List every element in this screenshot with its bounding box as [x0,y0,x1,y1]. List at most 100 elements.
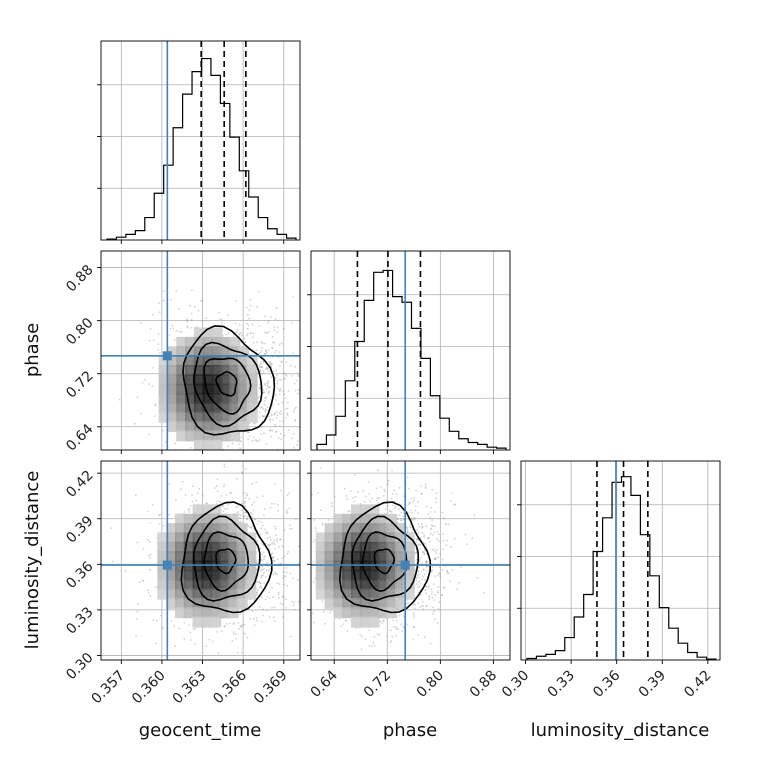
sample-point [232,623,235,625]
sample-point [279,388,282,390]
sample-point [295,406,297,409]
sample-point [168,334,171,336]
sample-point [163,290,166,293]
sample-point [418,544,420,547]
sample-point [175,498,177,501]
sample-point [255,481,258,483]
sample-point [284,503,286,505]
sample-point [427,566,429,568]
sample-point [110,527,113,530]
sample-point [269,418,271,421]
sample-point [265,388,268,390]
sample-point [275,369,278,372]
sample-point [437,556,440,559]
sample-point [238,323,241,326]
sample-point [473,514,476,517]
sample-point [441,569,444,571]
sample-point [307,370,309,372]
sample-point [270,363,272,366]
sample-point [417,570,419,573]
sample-point [255,617,258,619]
sample-point [262,574,264,576]
sample-point [224,508,226,510]
density-cell [237,402,249,414]
sample-point [434,550,437,553]
sample-point [247,333,249,335]
sample-point [149,522,152,524]
sample-point [373,635,376,638]
sample-point [236,477,239,480]
density-cell [359,616,371,628]
sample-point [240,436,243,439]
sample-point [416,512,419,514]
sample-point [270,365,273,368]
sample-point [431,519,434,522]
sample-point [268,360,271,363]
sample-point [266,322,269,324]
sample-point [389,510,391,513]
sample-point [296,579,299,581]
density-cell [167,355,179,367]
sample-point [227,468,229,470]
sample-point [285,598,287,600]
sample-point [240,331,243,334]
sample-point [291,527,294,530]
sample-point [246,322,248,325]
sample-point [302,578,304,580]
sample-point [274,424,276,426]
density-cell [211,439,223,450]
sample-point [351,497,354,499]
sample-point [238,333,241,336]
density-cell [342,569,354,581]
sample-point [446,570,449,572]
sample-point [343,487,346,490]
density-cell [359,504,371,516]
density-cell [368,504,380,516]
density-cell [237,364,249,376]
tick-label-phase-1: 0.72 [361,668,394,701]
density-cell [202,336,214,348]
sample-point [288,492,291,495]
sample-point [239,520,242,523]
sample-point [422,550,424,553]
sample-point [427,513,430,515]
sample-point [152,314,155,316]
sample-point [258,581,260,583]
sample-point [419,594,422,596]
density-cell [210,569,222,581]
sample-point [430,527,433,530]
sample-point [251,323,254,326]
density-cell [246,364,258,376]
density-cell [174,560,186,572]
sample-point [395,619,398,622]
sample-point [277,591,280,594]
sample-point [253,422,256,425]
sample-point [174,442,177,445]
sample-point [278,546,280,548]
sample-point [248,309,251,312]
sample-point [370,645,373,647]
density-cell [333,569,345,581]
density-cell [193,383,205,395]
sample-point [266,531,268,533]
sample-point [402,515,405,518]
density-cell [167,364,179,376]
sample-point [173,339,176,342]
sample-point [303,499,305,501]
sample-point [409,526,412,529]
sample-point [220,495,223,497]
sample-point [254,439,257,441]
sample-point [231,442,234,445]
density-cell [237,355,249,367]
density-cell [202,439,214,450]
sample-point [425,525,428,528]
density-cell [368,597,380,609]
density-cell [192,541,204,553]
sample-point [235,637,237,640]
sample-point [152,339,155,341]
sample-point [224,333,227,336]
sample-point [215,485,218,488]
sample-point [143,378,146,381]
sample-point [414,604,417,606]
sample-point [147,510,150,513]
